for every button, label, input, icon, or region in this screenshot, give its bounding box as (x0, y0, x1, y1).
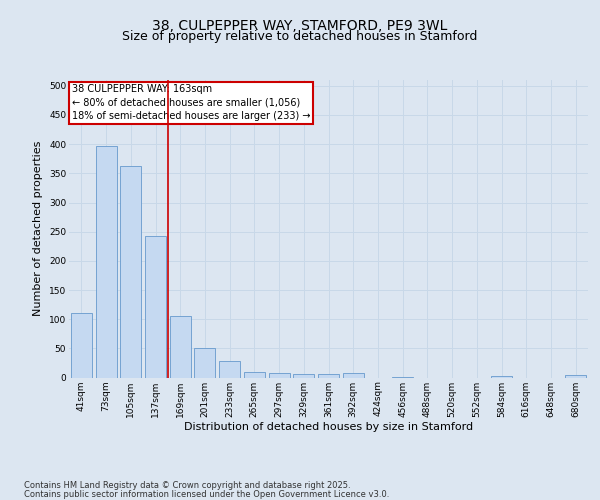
Text: Contains public sector information licensed under the Open Government Licence v3: Contains public sector information licen… (24, 490, 389, 499)
Bar (95, 146, 116, 378)
Y-axis label: Number of detached properties: Number of detached properties (34, 141, 43, 316)
Bar (219, 360, 240, 378)
Text: 38, CULPEPPER WAY, STAMFORD, PE9 3WL: 38, CULPEPPER WAY, STAMFORD, PE9 3WL (152, 19, 448, 33)
Bar (170, 316, 191, 378)
Bar (194, 348, 215, 378)
Text: Size of property relative to detached houses in Stamford: Size of property relative to detached ho… (122, 30, 478, 43)
Bar (565, 375, 586, 378)
Bar (318, 374, 339, 378)
Text: Contains HM Land Registry data © Crown copyright and database right 2025.: Contains HM Land Registry data © Crown c… (24, 481, 350, 490)
Text: 38 CULPEPPER WAY: 163sqm
← 80% of detached houses are smaller (1,056)
18% of sem: 38 CULPEPPER WAY: 163sqm ← 80% of detach… (71, 84, 310, 121)
Bar (392, 377, 413, 378)
Bar (71, 313, 92, 378)
Bar (343, 374, 364, 378)
Bar (244, 372, 265, 378)
Bar (120, 166, 141, 378)
Bar (491, 376, 512, 378)
Bar (293, 374, 314, 378)
Bar (269, 373, 290, 378)
X-axis label: Distribution of detached houses by size in Stamford: Distribution of detached houses by size … (184, 422, 473, 432)
Bar (145, 236, 166, 378)
